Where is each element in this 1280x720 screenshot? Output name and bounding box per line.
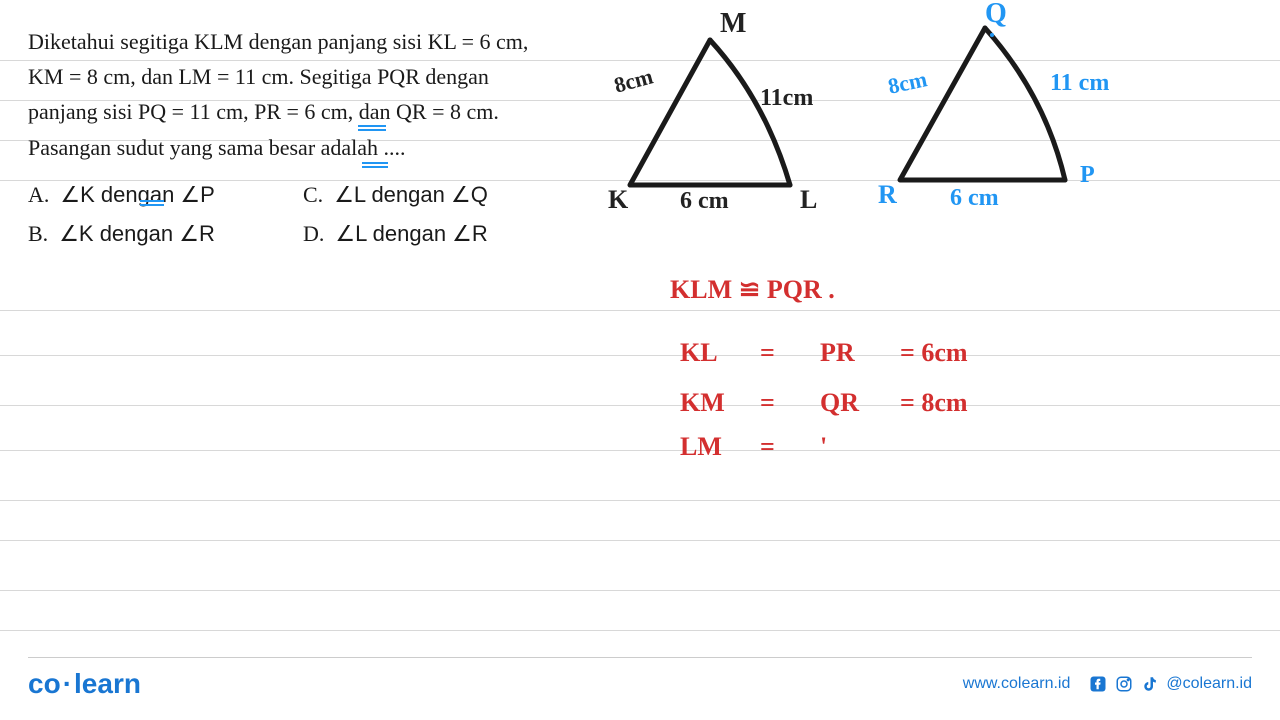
underline-8cm <box>140 200 164 202</box>
work-line3-lm: LM <box>680 432 722 462</box>
work-line2-km: KM <box>680 388 725 418</box>
triangle-klm <box>600 30 820 210</box>
work-line3-tick: ' <box>820 432 827 462</box>
work-line2-eq1: = <box>760 388 775 418</box>
question-block: Diketahui segitiga KLM dengan panjang si… <box>28 24 558 251</box>
underline-6cm <box>362 162 388 164</box>
work-line2-val: = 8cm <box>900 388 968 418</box>
label-p: P <box>1080 162 1095 189</box>
option-c: C. ∠L dengan ∠Q <box>303 177 558 212</box>
logo-co: co <box>28 668 61 699</box>
label-q: Q <box>985 0 1007 30</box>
label-11cm-left: 11cm <box>760 85 813 112</box>
work-line2-qr: QR <box>820 388 859 418</box>
label-11cm-right: 11 cm <box>1050 70 1109 97</box>
option-a: A. ∠K dengan ∠P <box>28 177 283 212</box>
work-line1-eq1: = <box>760 338 775 368</box>
footer-url[interactable]: www.colearn.id <box>963 675 1071 693</box>
work-line3-eq1: = <box>760 432 775 462</box>
underline-11cm <box>358 125 386 127</box>
social-icons: @colearn.id <box>1088 674 1252 694</box>
footer-handle[interactable]: @colearn.id <box>1166 675 1252 693</box>
footer-right: www.colearn.id @colearn.id <box>963 674 1252 694</box>
tiktok-icon[interactable] <box>1140 674 1160 694</box>
facebook-icon[interactable] <box>1088 674 1108 694</box>
work-line1-kl: KL <box>680 338 718 368</box>
logo-learn: learn <box>74 668 141 699</box>
congruence-statement: KLM ≌ PQR . <box>670 275 835 305</box>
instagram-icon[interactable] <box>1114 674 1134 694</box>
option-b: B. ∠K dengan ∠R <box>28 216 283 251</box>
work-line1-val: = 6cm <box>900 338 968 368</box>
footer: co·learn www.colearn.id @colearn.id <box>0 668 1280 700</box>
label-6cm-right: 6 cm <box>950 185 999 212</box>
label-m: M <box>720 8 746 40</box>
label-r: R <box>878 180 897 210</box>
work-line1-pr: PR <box>820 338 855 368</box>
label-k: K <box>608 185 628 215</box>
label-6cm-left: 6 cm <box>680 188 729 215</box>
label-l: L <box>800 185 817 215</box>
options-grid: A. ∠K dengan ∠P C. ∠L dengan ∠Q B. ∠K de… <box>28 177 558 251</box>
logo-dot: · <box>63 668 72 699</box>
option-d: D. ∠L dengan ∠R <box>303 216 558 251</box>
footer-divider <box>28 657 1252 658</box>
triangle-pqr <box>870 20 1100 210</box>
logo: co·learn <box>28 668 141 700</box>
question-text: Diketahui segitiga KLM dengan panjang si… <box>28 24 558 165</box>
